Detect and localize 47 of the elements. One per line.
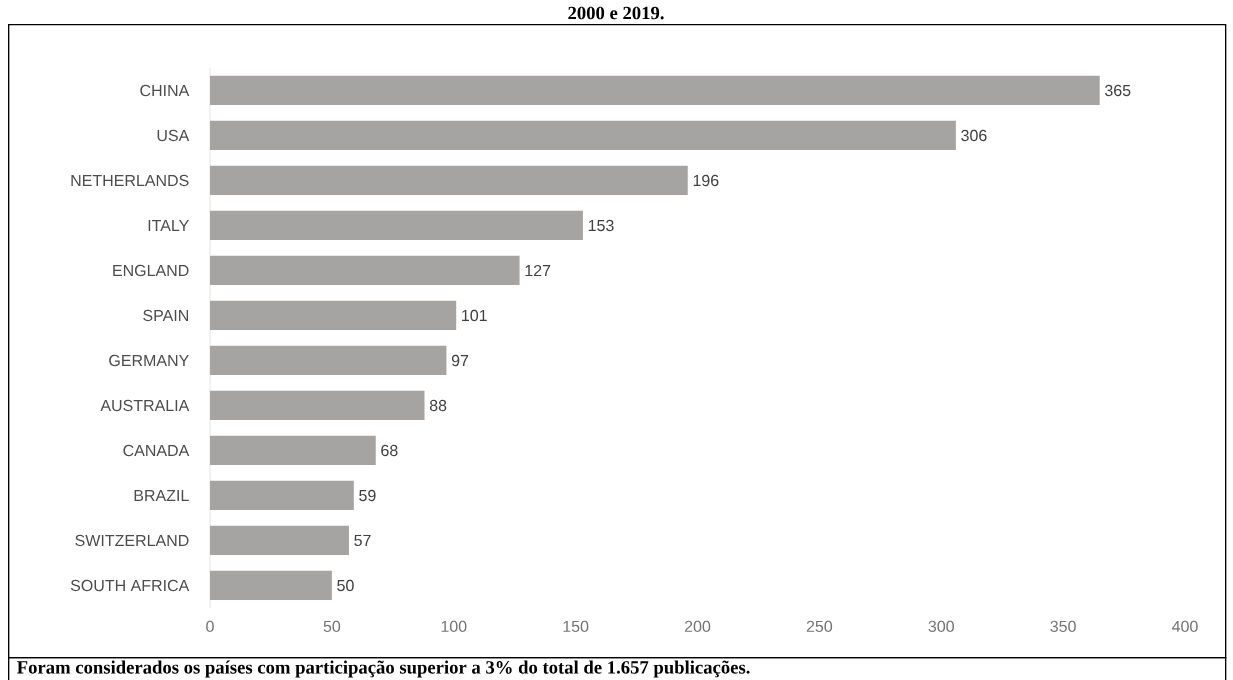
data-label: 196	[693, 174, 719, 187]
bar	[210, 165, 688, 196]
data-label: 101	[462, 309, 487, 322]
x-tick-label: 150	[563, 620, 589, 633]
data-label: 59	[359, 489, 376, 502]
data-label: 306	[961, 129, 987, 142]
x-tick-label: 300	[928, 620, 954, 633]
data-label: 88	[429, 399, 447, 412]
y-tick-label: SPAIN	[143, 309, 188, 322]
x-tick-label: 0	[206, 620, 214, 633]
y-tick-label: BRAZIL	[134, 490, 189, 501]
data-label: 127	[525, 264, 551, 277]
x-tick-label: 50	[323, 620, 341, 633]
data-label: 68	[381, 444, 398, 457]
x-tick-label: 100	[441, 620, 467, 633]
y-tick-label: GERMANY	[109, 354, 189, 367]
bar	[210, 210, 583, 241]
bar	[210, 570, 332, 601]
data-label: 57	[354, 534, 371, 547]
bar	[210, 480, 354, 511]
bar	[210, 300, 457, 331]
bar	[210, 345, 447, 376]
bar	[210, 120, 956, 151]
x-tick-label: 250	[806, 620, 833, 633]
x-tick-label: 350	[1050, 620, 1076, 633]
data-label: 50	[337, 579, 354, 592]
bar	[210, 75, 1100, 106]
data-label: 97	[451, 354, 469, 367]
chart-title: 2000 e 2019.	[568, 6, 664, 20]
y-tick-label: CANADA	[123, 444, 190, 457]
data-label: 153	[588, 219, 614, 232]
y-tick-label: USA	[157, 129, 190, 142]
y-tick-label: SOUTH AFRICA	[70, 579, 190, 592]
bar	[210, 435, 376, 466]
text: Foram considerados os países com participação superior a 3% do total de 1.657 publicações.	[17, 660, 750, 678]
y-tick-label: SWITZERLAND	[75, 534, 189, 547]
y-tick-label: ENGLAND	[113, 264, 189, 277]
y-tick-label: AUSTRALIA	[100, 399, 190, 412]
y-tick-label: CHINA	[140, 84, 190, 97]
data-label: 365	[1105, 84, 1131, 97]
x-tick-label: 200	[684, 620, 711, 633]
y-tick-label: NETHERLANDS	[71, 174, 189, 187]
bar	[210, 525, 349, 556]
bar	[210, 255, 520, 286]
bar	[210, 390, 425, 421]
y-tick-label: ITALY	[148, 220, 189, 231]
x-tick-label: 400	[1172, 620, 1198, 633]
